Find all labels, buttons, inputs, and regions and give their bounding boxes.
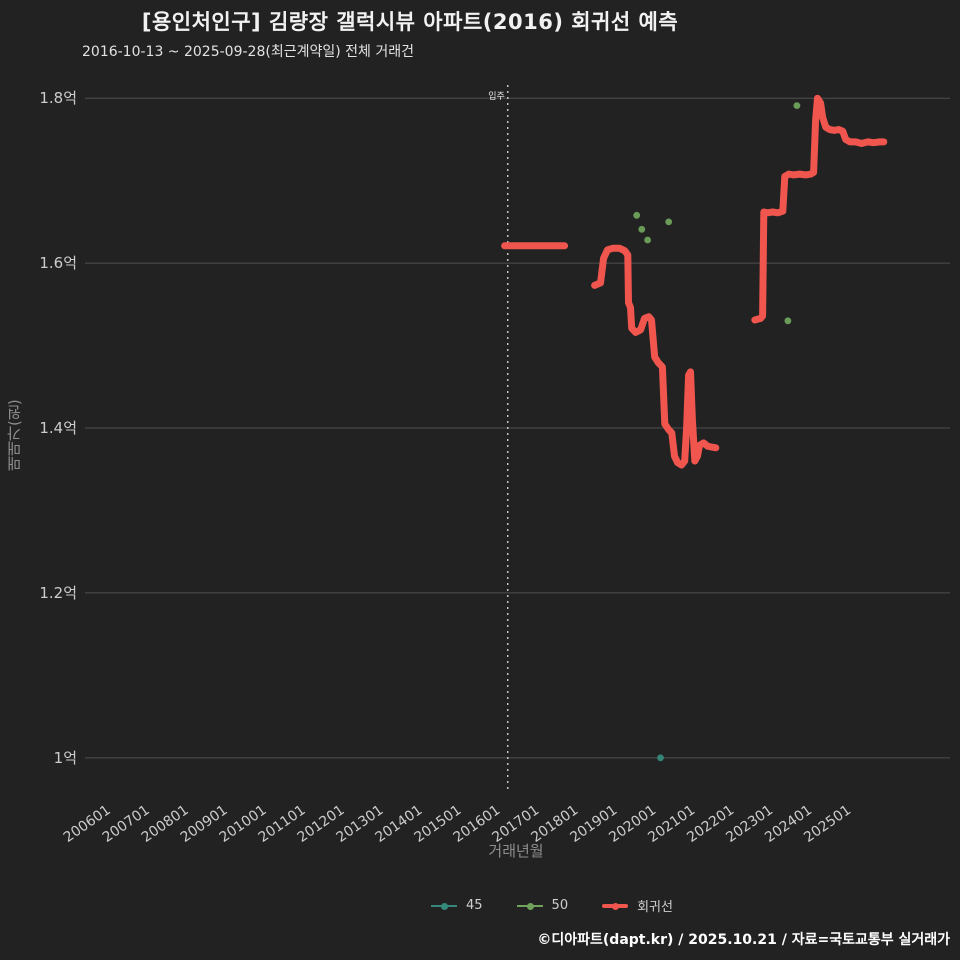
y-tick-label: 1.6억 xyxy=(39,254,77,272)
chart-subtitle: 2016-10-13 ~ 2025-09-28(최근계약일) 전체 거래건 xyxy=(82,44,414,60)
chart-title: [용인처인구] 김량장 갤럭시뷰 아파트(2016) 회귀선 예측 xyxy=(141,10,679,34)
scatter-point-50 xyxy=(793,102,801,109)
regression-line-segment xyxy=(591,244,720,469)
scatter-point-50 xyxy=(784,317,792,325)
annotation-label: 입주 xyxy=(488,90,505,102)
legend-marker-icon xyxy=(431,900,457,912)
scatter-point-50 xyxy=(638,225,646,233)
footer-credit: ©디아파트(dapt.kr) / 2025.10.21 / 자료=국토교통부 실… xyxy=(537,932,950,948)
y-tick-label: 1.4억 xyxy=(39,419,77,437)
legend-marker-icon xyxy=(516,900,543,912)
scatter-point-50 xyxy=(644,236,651,244)
legend-item-50: 50 xyxy=(516,898,569,913)
legend-marker-dot xyxy=(612,902,620,910)
y-tick-label: 1억 xyxy=(54,749,77,767)
scatter-point-45 xyxy=(657,754,664,762)
legend-item-회귀선: 회귀선 xyxy=(602,896,673,915)
legend-label: 45 xyxy=(466,898,483,913)
x-axis-title: 거래년월 xyxy=(488,842,544,860)
regression-line-segment xyxy=(751,94,888,324)
legend: 45 50 회귀선 xyxy=(72,896,960,915)
legend-item-45: 45 xyxy=(431,898,483,913)
scatter-point-50 xyxy=(665,218,673,226)
legend-marker-dot xyxy=(526,902,534,910)
legend-label: 회귀선 xyxy=(637,900,673,915)
legend-label: 50 xyxy=(551,898,569,913)
y-tick-label: 1.8억 xyxy=(39,89,77,107)
scatter-point-50 xyxy=(633,211,641,219)
y-tick-label: 1.2억 xyxy=(39,584,77,602)
legend-marker-dot xyxy=(441,902,448,910)
legend-marker-icon xyxy=(602,900,629,912)
